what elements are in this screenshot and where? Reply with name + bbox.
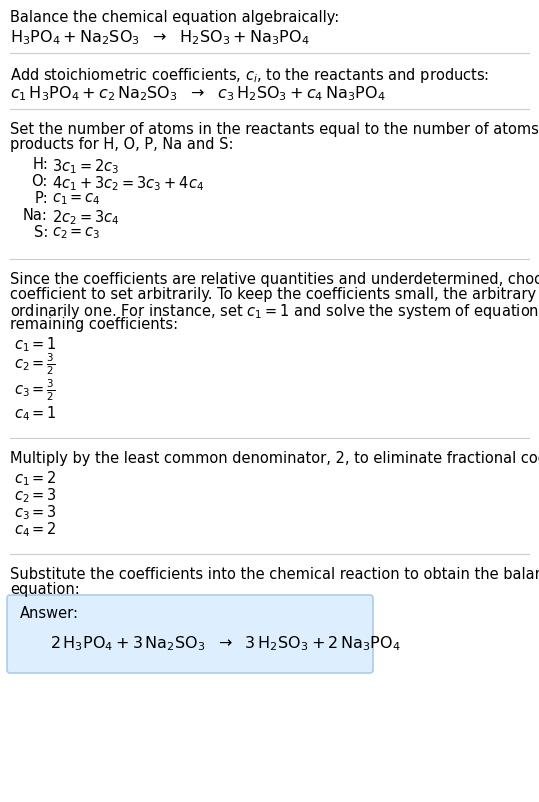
Text: S:: S: <box>33 225 48 240</box>
Text: Balance the chemical equation algebraically:: Balance the chemical equation algebraica… <box>10 10 339 25</box>
Text: ordinarily one. For instance, set $c_1 = 1$ and solve the system of equations fo: ordinarily one. For instance, set $c_1 =… <box>10 302 539 321</box>
Text: Since the coefficients are relative quantities and underdetermined, choose a: Since the coefficients are relative quan… <box>10 272 539 287</box>
Text: Na:: Na: <box>23 208 48 223</box>
Text: $3 c_1 = 2 c_3$: $3 c_1 = 2 c_3$ <box>52 157 119 176</box>
Text: $c_1\, \mathregular{H_3PO_4} + c_2\, \mathregular{Na_2SO_3}$  $\rightarrow$  $c_: $c_1\, \mathregular{H_3PO_4} + c_2\, \ma… <box>10 84 385 103</box>
Text: O:: O: <box>32 174 48 189</box>
Text: $c_3 = 3$: $c_3 = 3$ <box>14 503 57 521</box>
Text: $c_3 = \frac{3}{2}$: $c_3 = \frac{3}{2}$ <box>14 378 56 403</box>
Text: Multiply by the least common denominator, 2, to eliminate fractional coefficient: Multiply by the least common denominator… <box>10 451 539 466</box>
Text: $c_1 = 1$: $c_1 = 1$ <box>14 335 57 354</box>
Text: $c_4 = 2$: $c_4 = 2$ <box>14 520 57 539</box>
Text: products for H, O, P, Na and S:: products for H, O, P, Na and S: <box>10 137 233 152</box>
Text: $c_2 = 3$: $c_2 = 3$ <box>14 486 57 504</box>
Text: Set the number of atoms in the reactants equal to the number of atoms in the: Set the number of atoms in the reactants… <box>10 122 539 137</box>
Text: $c_2 = \frac{3}{2}$: $c_2 = \frac{3}{2}$ <box>14 352 56 378</box>
Text: Answer:: Answer: <box>20 606 79 621</box>
Text: $c_1 = c_4$: $c_1 = c_4$ <box>52 191 101 207</box>
Text: coefficient to set arbitrarily. To keep the coefficients small, the arbitrary va: coefficient to set arbitrarily. To keep … <box>10 287 539 302</box>
Text: $4 c_1 + 3 c_2 = 3 c_3 + 4 c_4$: $4 c_1 + 3 c_2 = 3 c_3 + 4 c_4$ <box>52 174 204 192</box>
Text: $c_2 = c_3$: $c_2 = c_3$ <box>52 225 101 241</box>
FancyBboxPatch shape <box>7 595 373 673</box>
Text: remaining coefficients:: remaining coefficients: <box>10 317 178 332</box>
Text: H:: H: <box>32 157 48 172</box>
Text: $2 c_2 = 3 c_4$: $2 c_2 = 3 c_4$ <box>52 208 120 227</box>
Text: $c_4 = 1$: $c_4 = 1$ <box>14 404 57 423</box>
Text: $2\, \mathregular{H_3PO_4} + 3\, \mathregular{Na_2SO_3}$  $\rightarrow$  $3\, \m: $2\, \mathregular{H_3PO_4} + 3\, \mathre… <box>50 634 400 653</box>
Text: $c_1 = 2$: $c_1 = 2$ <box>14 469 57 488</box>
Text: P:: P: <box>34 191 48 206</box>
Text: Substitute the coefficients into the chemical reaction to obtain the balanced: Substitute the coefficients into the che… <box>10 567 539 582</box>
Text: equation:: equation: <box>10 582 80 597</box>
Text: Add stoichiometric coefficients, $c_i$, to the reactants and products:: Add stoichiometric coefficients, $c_i$, … <box>10 66 489 85</box>
Text: $\mathregular{H_3PO_4 + Na_2SO_3}$  $\rightarrow$  $\mathregular{H_2SO_3 + Na_3P: $\mathregular{H_3PO_4 + Na_2SO_3}$ $\rig… <box>10 28 309 47</box>
